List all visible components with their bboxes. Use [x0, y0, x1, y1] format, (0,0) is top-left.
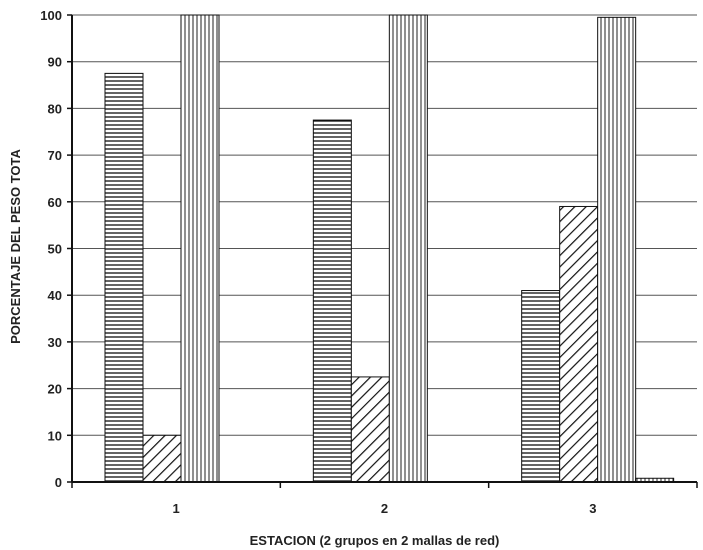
- bar-series2-cat3: [559, 205, 599, 483]
- x-tick-labels: 1 2 3: [173, 501, 597, 516]
- y-tick-label: 60: [48, 195, 62, 210]
- bar-series3-cat1: [180, 14, 220, 483]
- bar-series3-cat3: [597, 16, 637, 483]
- bar-series1-cat2: [312, 119, 352, 483]
- y-axis-title: PORCENTAJE DEL PESO TOTA: [8, 148, 23, 343]
- y-tick-label: 40: [48, 288, 62, 303]
- y-tick-label: 0: [55, 475, 62, 490]
- bar-series2-cat1: [142, 434, 182, 483]
- bar-series1-cat3: [521, 290, 561, 483]
- x-tick-label: 3: [589, 501, 596, 516]
- y-tick-label: 50: [48, 242, 62, 257]
- x-axis-title: ESTACION (2 grupos en 2 mallas de red): [250, 533, 500, 548]
- y-tick-label: 10: [48, 428, 62, 443]
- y-tick-label: 90: [48, 55, 62, 70]
- y-tick-label: 70: [48, 148, 62, 163]
- x-tick-label: 1: [173, 501, 180, 516]
- bar-series2-cat2: [350, 376, 390, 483]
- x-tick-label: 2: [381, 501, 388, 516]
- axes: [71, 15, 698, 488]
- bar-series3-cat2: [388, 14, 428, 483]
- y-tick-label: 100: [40, 8, 62, 23]
- bars: [104, 14, 675, 483]
- y-tick-label: 20: [48, 382, 62, 397]
- bar-series1-cat1: [104, 72, 144, 483]
- y-tick-label: 80: [48, 101, 62, 116]
- y-tick-labels: 0 10 20 30 40 50 60 70 80 90 100: [40, 8, 62, 490]
- y-tick-label: 30: [48, 335, 62, 350]
